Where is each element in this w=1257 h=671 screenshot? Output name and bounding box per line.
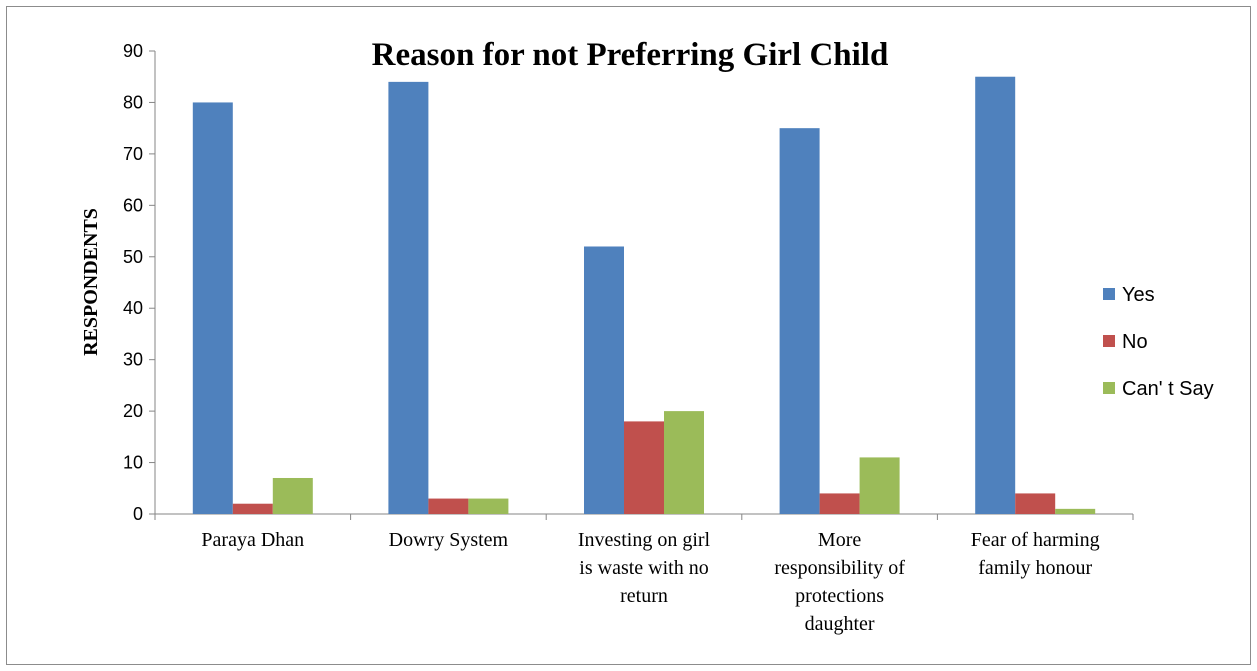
bar-yes-2 [388,81,429,514]
y-tick-label: 40 [123,298,143,318]
y-tick-label: 60 [123,195,143,215]
bar-no-5 [1015,493,1056,514]
plot-area: 0 10 20 30 40 50 60 70 80 90 Paraya Dhan Dowry Syst… [123,41,1134,635]
y-tick-label: 20 [123,401,143,421]
y-tick-label: 80 [123,92,143,112]
x-category-label: Investing on girl is waste with no return [578,529,711,607]
bar-can-t-say-3 [664,411,704,514]
legend-swatch [1103,288,1115,300]
x-category-label: Dowry System [389,529,509,551]
y-tick-label: 30 [123,350,143,370]
x-category-label: Fear of harming family honour [971,529,1100,579]
bar-no-1 [232,503,273,514]
legend-swatch [1103,382,1115,394]
y-tick-label: 10 [123,453,143,473]
bar-can-t-say-1 [272,477,313,514]
x-category-label: Paraya Dhan [201,529,304,551]
bar-no-3 [624,421,664,514]
y-tick-label: 70 [123,144,143,164]
legend-label: Can' t Say [1122,378,1214,400]
y-tick-label: 50 [123,247,143,267]
legend-label: Yes [1122,284,1155,306]
legend: Yes No Can' t Say [1103,284,1214,400]
bar-can-t-say-4 [859,457,900,514]
chart-title: Reason for not Preferring Girl Child [372,37,889,73]
bar-no-2 [428,498,469,514]
bar-no-4 [819,493,860,514]
bar-yes-4 [779,128,820,514]
legend-swatch [1103,335,1115,347]
y-tick-label: 90 [123,41,143,61]
bar-yes-1 [192,102,233,514]
bar-yes-3 [584,246,624,514]
bar-can-t-say-5 [1055,508,1096,514]
y-axis-title: RESPONDENTS [80,208,102,356]
bar-yes-5 [975,76,1016,514]
bar-can-t-say-2 [468,498,509,514]
y-tick-label: 0 [133,504,143,524]
x-category-label: More responsibility of protections daughter [774,529,905,635]
legend-label: No [1122,331,1148,353]
